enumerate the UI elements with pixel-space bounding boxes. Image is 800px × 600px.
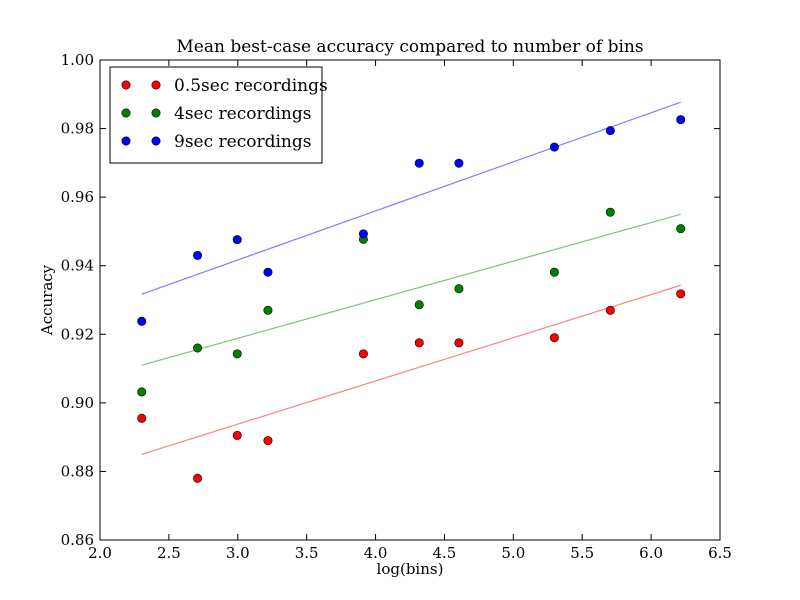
y-tick-label: 0.96 [61,188,94,206]
y-tick-label: 1.00 [61,51,94,69]
point-series-0 [676,289,686,299]
point-series-2 [137,316,147,326]
point-series-0 [263,436,273,446]
point-series-0 [549,333,559,343]
legend-marker [151,80,161,90]
x-tick-label: 2.5 [157,544,181,562]
point-series-2 [232,235,242,245]
point-series-2 [358,229,368,239]
point-series-0 [454,338,464,348]
point-series-2 [454,158,464,168]
chart-title: Mean best-case accuracy compared to numb… [176,37,643,57]
point-series-1 [193,343,203,353]
legend-label: 9sec recordings [174,132,311,152]
legend-box [109,66,323,164]
point-series-1 [232,349,242,359]
point-series-2 [676,115,686,125]
point-series-0 [232,430,242,440]
trend-line-series-0 [141,284,681,455]
y-axis-label: Accuracy [38,264,56,336]
y-tick-label: 0.86 [61,531,94,549]
x-tick-label: 5.5 [570,544,594,562]
legend-label: 4sec recordings [174,104,311,124]
point-series-0 [414,338,424,348]
point-series-1 [605,207,615,217]
legend-marker [151,136,161,146]
point-series-2 [605,126,615,136]
legend: 0.5sec recordings 4sec recordings 9sec rec… [109,66,328,164]
legend-marker [151,108,161,118]
x-tick-label: 3.5 [295,544,319,562]
legend-marker [121,136,131,146]
x-tick-label: 4.0 [364,544,388,562]
y-tick-label: 0.98 [61,120,94,138]
point-series-1 [454,284,464,294]
data-points [137,115,686,483]
legend-marker [121,108,131,118]
legend-marker [121,80,131,90]
x-tick-label: 6.5 [708,544,732,562]
point-series-0 [193,473,203,483]
point-series-2 [549,142,559,152]
y-tick-label: 0.88 [61,462,94,480]
point-series-0 [605,305,615,315]
x-tick-label: 2.0 [88,544,112,562]
point-series-1 [414,300,424,310]
y-tick-label: 0.90 [61,394,94,412]
legend-label: 0.5sec recordings [174,76,328,96]
point-series-1 [549,267,559,277]
x-axis-label: log(bins) [377,560,444,578]
plot-area-frame [99,59,721,541]
point-series-1 [676,224,686,234]
x-tick-label: 6.0 [639,544,663,562]
trend-line-series-1 [141,213,681,366]
point-series-2 [193,250,203,260]
point-series-2 [414,158,424,168]
point-series-0 [137,413,147,423]
y-tick-label: 0.94 [61,257,94,275]
x-tick-label: 3.0 [226,544,250,562]
x-tick-label: 5.0 [501,544,525,562]
trend-line-series-2 [141,101,681,295]
point-series-1 [137,387,147,397]
point-series-0 [358,349,368,359]
y-tick-label: 0.92 [61,325,94,343]
x-tick-label: 4.5 [433,544,457,562]
point-series-2 [263,267,273,277]
axis-ticks: 2.0 2.5 3.0 3.5 4.0 4.5 5.0 5.5 6.0 6.5 0.86 0.88 0.… [61,51,732,562]
point-series-1 [263,305,273,315]
trend-lines [141,101,681,455]
